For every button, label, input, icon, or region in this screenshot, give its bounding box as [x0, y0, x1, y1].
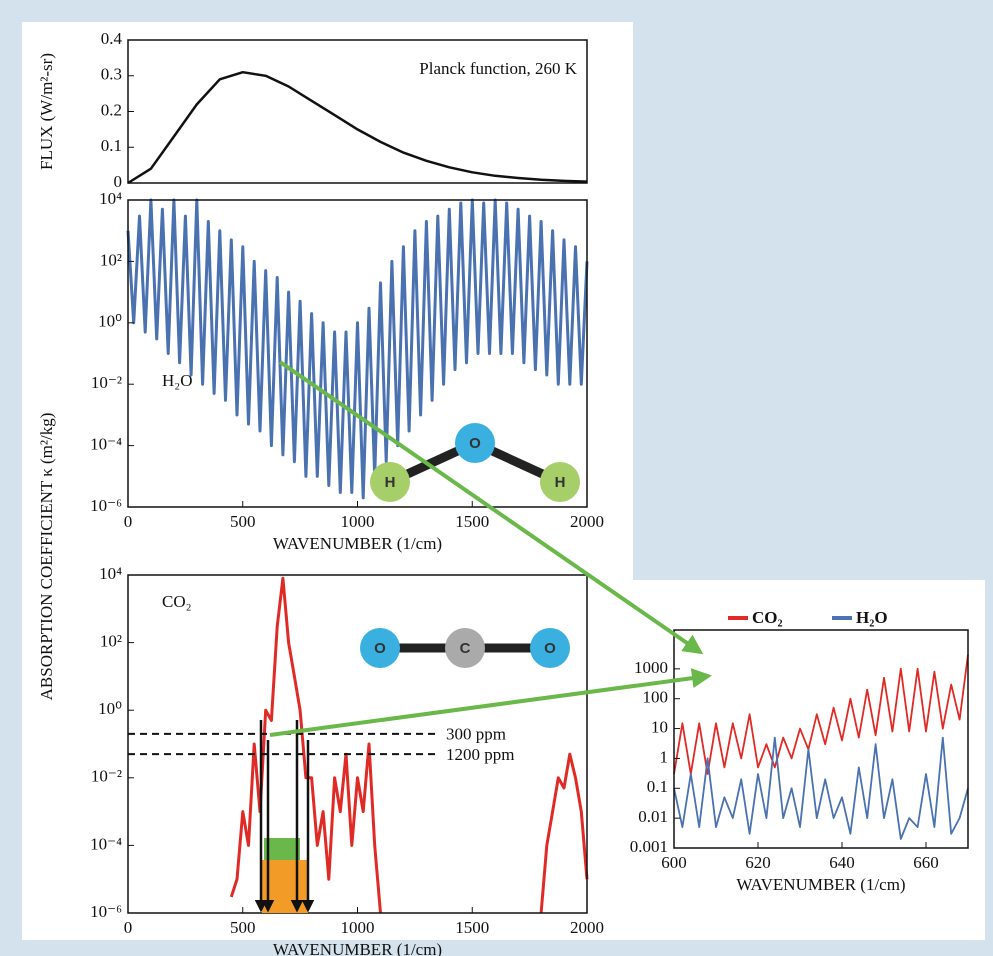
x-axis-title: WAVENUMBER (1/cm) — [736, 875, 905, 894]
y-tick-label: 10² — [100, 250, 122, 269]
y-tick-label: 100 — [643, 688, 669, 707]
y-tick-label: 10² — [100, 632, 122, 651]
x-tick-label: 500 — [230, 918, 256, 937]
y-tick-label: 10 — [651, 717, 668, 736]
y-tick-label: 10⁴ — [99, 564, 122, 583]
y-tick-label: 0.3 — [101, 65, 122, 84]
x-tick-label: 0 — [124, 512, 133, 531]
y-tick-label: 10⁻² — [91, 373, 122, 392]
atom — [455, 423, 495, 463]
x-tick-label: 1500 — [455, 512, 489, 531]
y-tick-label: 10⁻² — [91, 767, 122, 786]
atom — [445, 628, 485, 668]
y-axis-title: FLUX (W/m²-sr) — [37, 53, 56, 170]
data-line — [127, 70, 588, 185]
y-tick-label: 10⁰ — [98, 312, 122, 331]
x-axis-title: WAVENUMBER (1/cm) — [273, 534, 442, 553]
zoom-arrow — [278, 360, 704, 655]
x-tick-label: 1000 — [341, 918, 375, 937]
plot-frame — [673, 629, 969, 849]
atom-label: H — [555, 474, 566, 491]
h2o-molecule: H O H — [370, 423, 580, 502]
x-axis-title: WAVENUMBER (1/cm) — [273, 940, 442, 956]
y-tick-label: 0.1 — [101, 136, 122, 155]
y-tick-label: 0.001 — [630, 837, 668, 856]
x-tick-label: 0 — [124, 918, 133, 937]
x-tick-label: 500 — [230, 512, 256, 531]
atom — [540, 462, 580, 502]
y-tick-label: 1000 — [634, 658, 668, 677]
y-tick-label: 0.2 — [101, 100, 122, 119]
reference-label: 300 ppm — [446, 725, 506, 744]
y-tick-label: 1 — [660, 747, 669, 766]
atom-label: O — [469, 435, 481, 452]
band-fill — [264, 838, 300, 860]
atom — [530, 628, 570, 668]
band-arrows — [254, 720, 315, 913]
legend-label: CO₂ — [752, 608, 783, 627]
data-line — [673, 654, 969, 775]
y-tick-label: 10⁻⁴ — [90, 834, 122, 853]
atom — [370, 462, 410, 502]
atom-label: O — [374, 640, 386, 657]
x-tick-label: 2000 — [570, 918, 604, 937]
reference-label: 1200 ppm — [446, 745, 514, 764]
y-tick-label: 0.01 — [638, 807, 668, 826]
atom — [360, 628, 400, 668]
annotation: CO₂ — [162, 592, 192, 611]
annotation: H₂O — [162, 371, 192, 390]
y-tick-label: 0.1 — [647, 777, 668, 796]
plots: 0 0.1 0.2 0.3 0.4 FLUX (W/m²-sr) Planck functi… — [37, 29, 969, 956]
x-tick-label: 600 — [661, 853, 687, 872]
x-tick-label: 2000 — [570, 512, 604, 531]
legend-label: H₂O — [856, 608, 888, 627]
y-tick-label: 0 — [114, 172, 123, 191]
x-tick-label: 640 — [829, 853, 855, 872]
y-tick-label: 10⁻⁴ — [90, 435, 122, 454]
x-tick-label: 1000 — [341, 512, 375, 531]
zoom-arrow — [269, 668, 712, 737]
y-axis-title: ABSORPTION COEFFICIENT κ (m²/kg) — [37, 413, 56, 701]
atom-label: H — [385, 474, 396, 491]
y-tick-label: 10⁻⁶ — [90, 902, 122, 921]
y-tick-label: 10⁻⁶ — [90, 496, 122, 515]
y-tick-label: 10⁴ — [99, 189, 122, 208]
data-line — [126, 198, 589, 500]
annotation: Planck function, 260 K — [419, 59, 577, 78]
x-tick-label: 1500 — [455, 918, 489, 937]
atom-label: C — [460, 640, 471, 657]
x-tick-label: 620 — [745, 853, 771, 872]
x-tick-label: 660 — [913, 853, 939, 872]
inset-panel — [598, 580, 985, 940]
data-line — [673, 736, 969, 840]
data-line — [229, 576, 589, 914]
atom-label: O — [544, 640, 556, 657]
y-tick-label: 10⁰ — [98, 699, 122, 718]
y-tick-label: 0.4 — [101, 29, 123, 48]
co2-molecule: O C O — [360, 628, 570, 668]
